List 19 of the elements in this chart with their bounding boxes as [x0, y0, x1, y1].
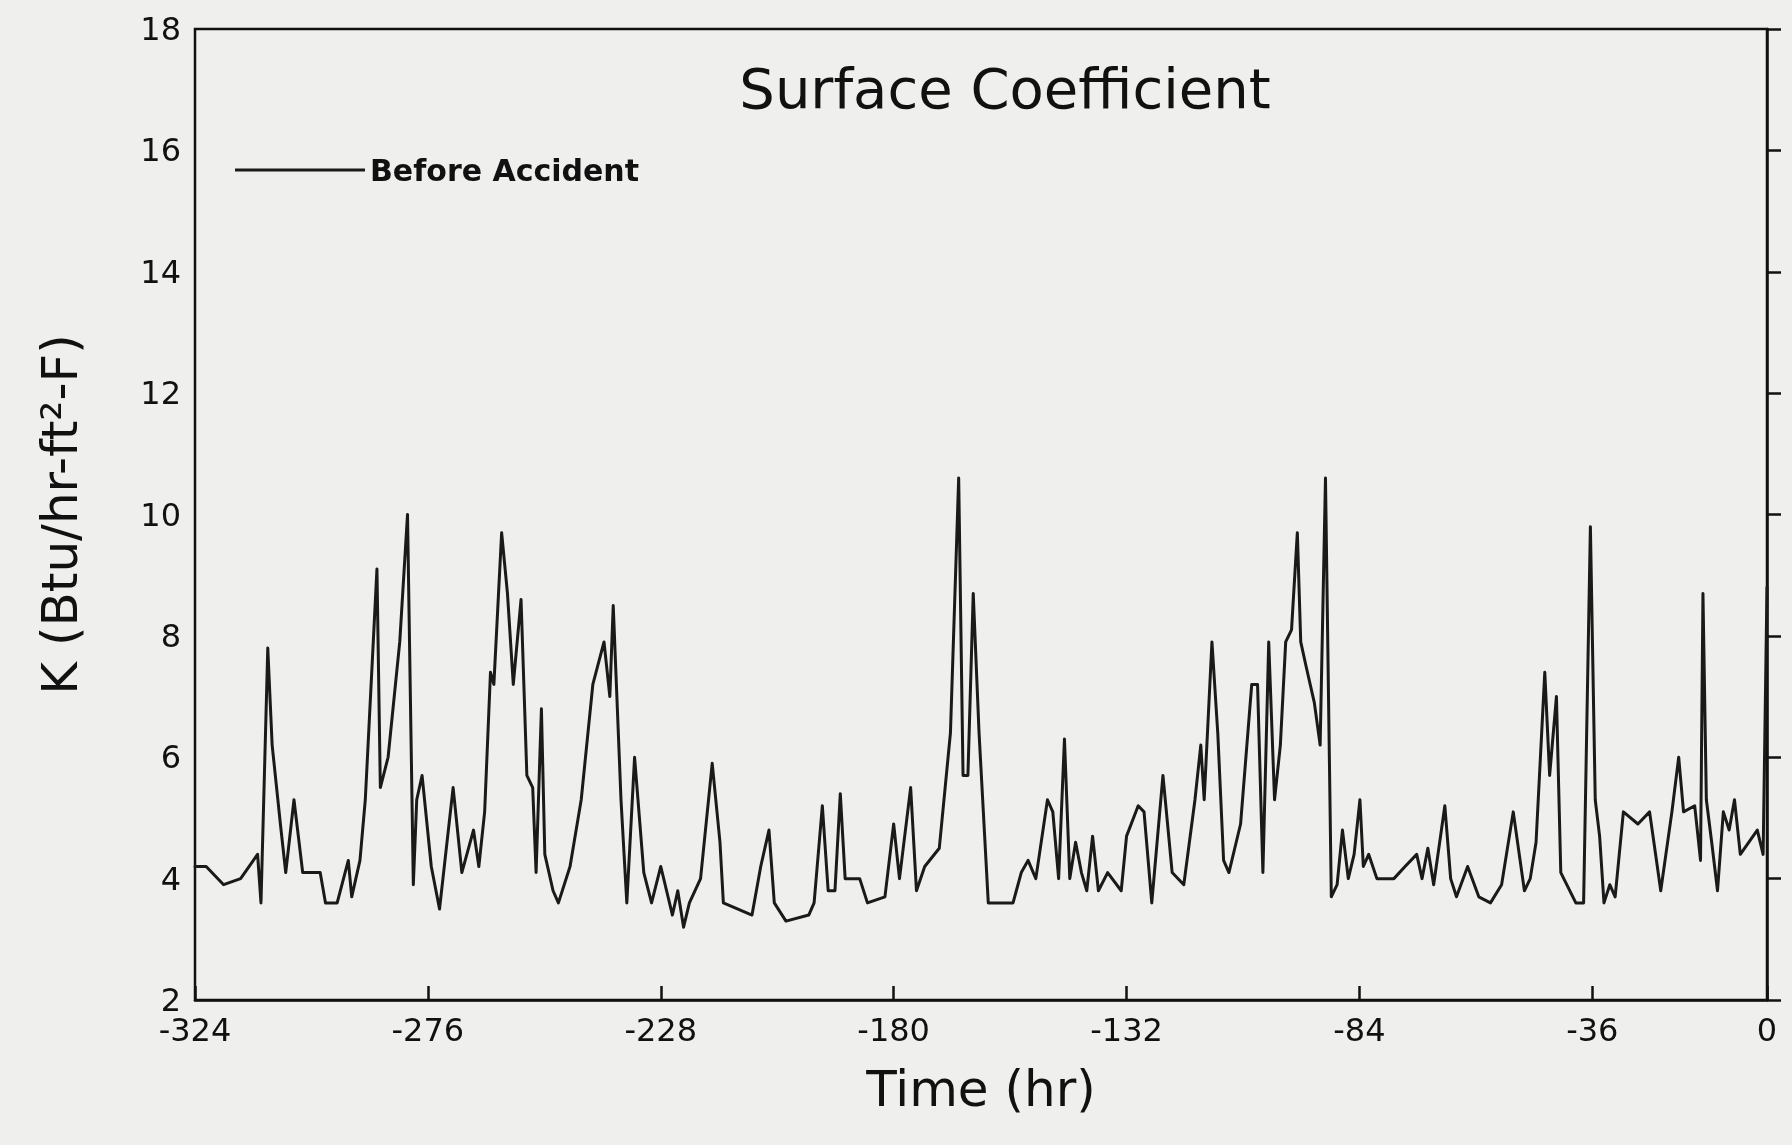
y-tick-label: 6 [160, 738, 181, 777]
x-tick-label: -84 [1333, 1011, 1386, 1049]
y-axis-title: K (Btu/hr-ft²-F) [31, 334, 89, 695]
y-tick-label: 12 [140, 374, 181, 413]
y-tick-label: 18 [140, 10, 181, 48]
legend-label: Before Accident [370, 152, 640, 188]
y-tick-label: 14 [140, 252, 181, 291]
y-tick-label: 8 [160, 616, 181, 655]
x-axis-title: Time (hr) [865, 1060, 1096, 1118]
y-tick-label: 16 [140, 131, 181, 170]
x-tick-label: 0 [1756, 1011, 1778, 1049]
x-tick-label: -276 [391, 1011, 465, 1049]
x-tick-label: -132 [1090, 1011, 1163, 1049]
y-tick-label: 10 [140, 495, 181, 534]
x-tick-label: -228 [624, 1011, 698, 1049]
x-tick-label: -36 [1566, 1011, 1619, 1049]
text: Surface Coefficient [739, 55, 1271, 121]
y-tick-label: 4 [160, 859, 181, 898]
x-tick-label: -180 [857, 1011, 930, 1049]
